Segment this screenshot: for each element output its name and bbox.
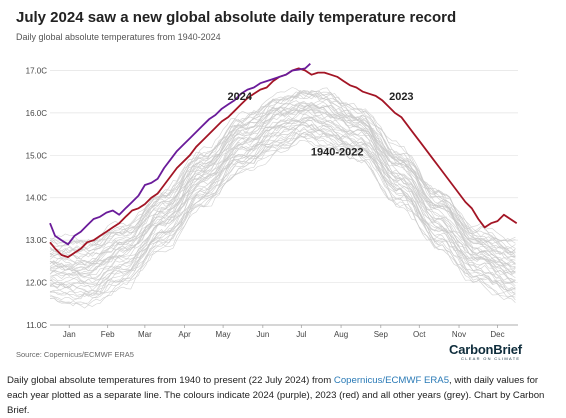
x-tick-label: Mar (138, 330, 152, 339)
figure-caption: Daily global absolute temperatures from … (7, 373, 559, 418)
y-tick-label: 12.0C (26, 279, 48, 288)
background-year-line (49, 105, 516, 269)
background-year-line (49, 91, 516, 245)
background-year-line (49, 132, 516, 297)
annotation-label: 2023 (389, 91, 413, 103)
background-year-line (49, 136, 516, 301)
background-year-line (49, 109, 516, 272)
annotation-label: 1940-2022 (311, 146, 364, 158)
background-year-line (49, 126, 516, 294)
logo-wordmark: CarbonBrief (449, 342, 522, 357)
annotation-label: 2024 (228, 91, 253, 103)
y-tick-label: 15.0C (26, 151, 48, 160)
y-tick-label: 13.0C (26, 236, 48, 245)
x-tick-label: Dec (490, 330, 504, 339)
background-year-line (49, 104, 516, 258)
x-tick-label: Jul (296, 330, 306, 339)
chart-subtitle: Daily global absolute temperatures from … (16, 32, 221, 42)
background-year-line (49, 94, 516, 255)
background-year-line (49, 100, 516, 260)
x-tick-label: Oct (413, 330, 426, 339)
y-tick-label: 17.0C (26, 66, 48, 75)
carbon-brief-logo: CarbonBrief CLEAR ON CLIMATE (449, 342, 522, 361)
logo-tagline: CLEAR ON CLIMATE (461, 356, 521, 361)
background-year-line (49, 124, 516, 293)
background-year-line (49, 100, 516, 264)
source-note: Source: Copernicus/ECMWF ERA5 (16, 350, 134, 359)
temperature-chart: 11.0C 12.0C 13.0C 14.0C 15.0C 16.0C 17.0C Jan Fe… (26, 63, 518, 339)
y-tick-label: 16.0C (26, 109, 48, 118)
background-year-line (49, 90, 516, 253)
background-year-line (49, 116, 516, 279)
caption-source-link[interactable]: Copernicus/ECMWF ERA5 (333, 375, 450, 386)
background-year-line (49, 111, 516, 274)
x-tick-label: Jun (256, 330, 269, 339)
background-year-line (49, 123, 516, 286)
caption-text-start: Daily global absolute temperatures from … (7, 375, 334, 386)
background-year-line (49, 118, 516, 277)
background-year-line (49, 108, 516, 268)
x-tick-label: Aug (334, 330, 348, 339)
series-2024-line (49, 63, 311, 246)
x-tick-label: Nov (452, 330, 466, 339)
y-tick-label: 11.0C (26, 321, 47, 330)
background-year-line (49, 131, 516, 295)
y-tick-label: 14.0C (26, 194, 48, 203)
background-year-line (49, 109, 516, 274)
x-tick-label: Sep (374, 330, 389, 339)
x-tick-label: May (216, 330, 231, 339)
x-tick-label: Jan (63, 330, 76, 339)
x-tick-label: Feb (101, 330, 115, 339)
background-year-line (49, 131, 516, 300)
background-year-line (49, 121, 516, 289)
chart-title: July 2024 saw a new global absolute dail… (16, 9, 457, 26)
background-year-line (49, 131, 516, 299)
background-year-line (49, 92, 516, 256)
x-tick-label: Apr (178, 330, 191, 339)
background-year-line (49, 117, 516, 276)
